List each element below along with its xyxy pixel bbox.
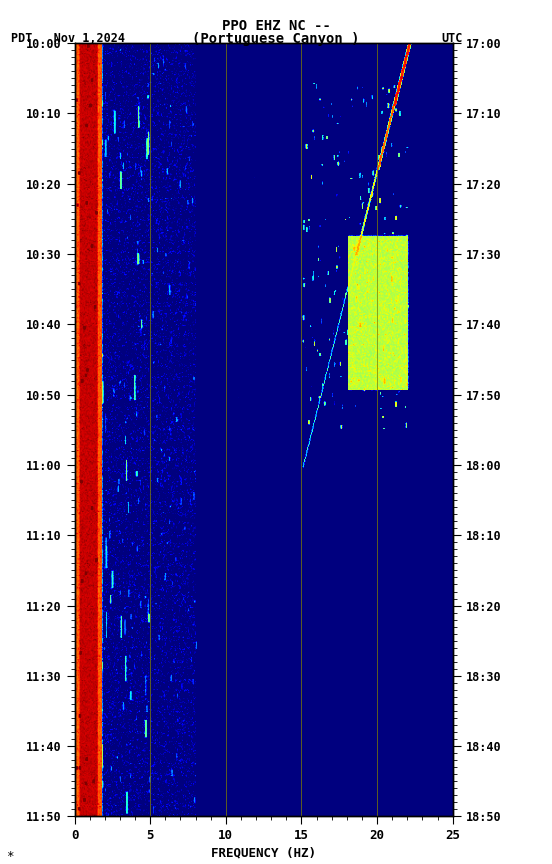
Text: *: * xyxy=(6,849,13,862)
Text: (Portuguese Canyon ): (Portuguese Canyon ) xyxy=(192,32,360,46)
Text: PDT   Nov 1,2024: PDT Nov 1,2024 xyxy=(11,32,125,45)
Text: UTC: UTC xyxy=(442,32,463,45)
Text: PPO EHZ NC --: PPO EHZ NC -- xyxy=(221,19,331,33)
X-axis label: FREQUENCY (HZ): FREQUENCY (HZ) xyxy=(211,846,316,859)
